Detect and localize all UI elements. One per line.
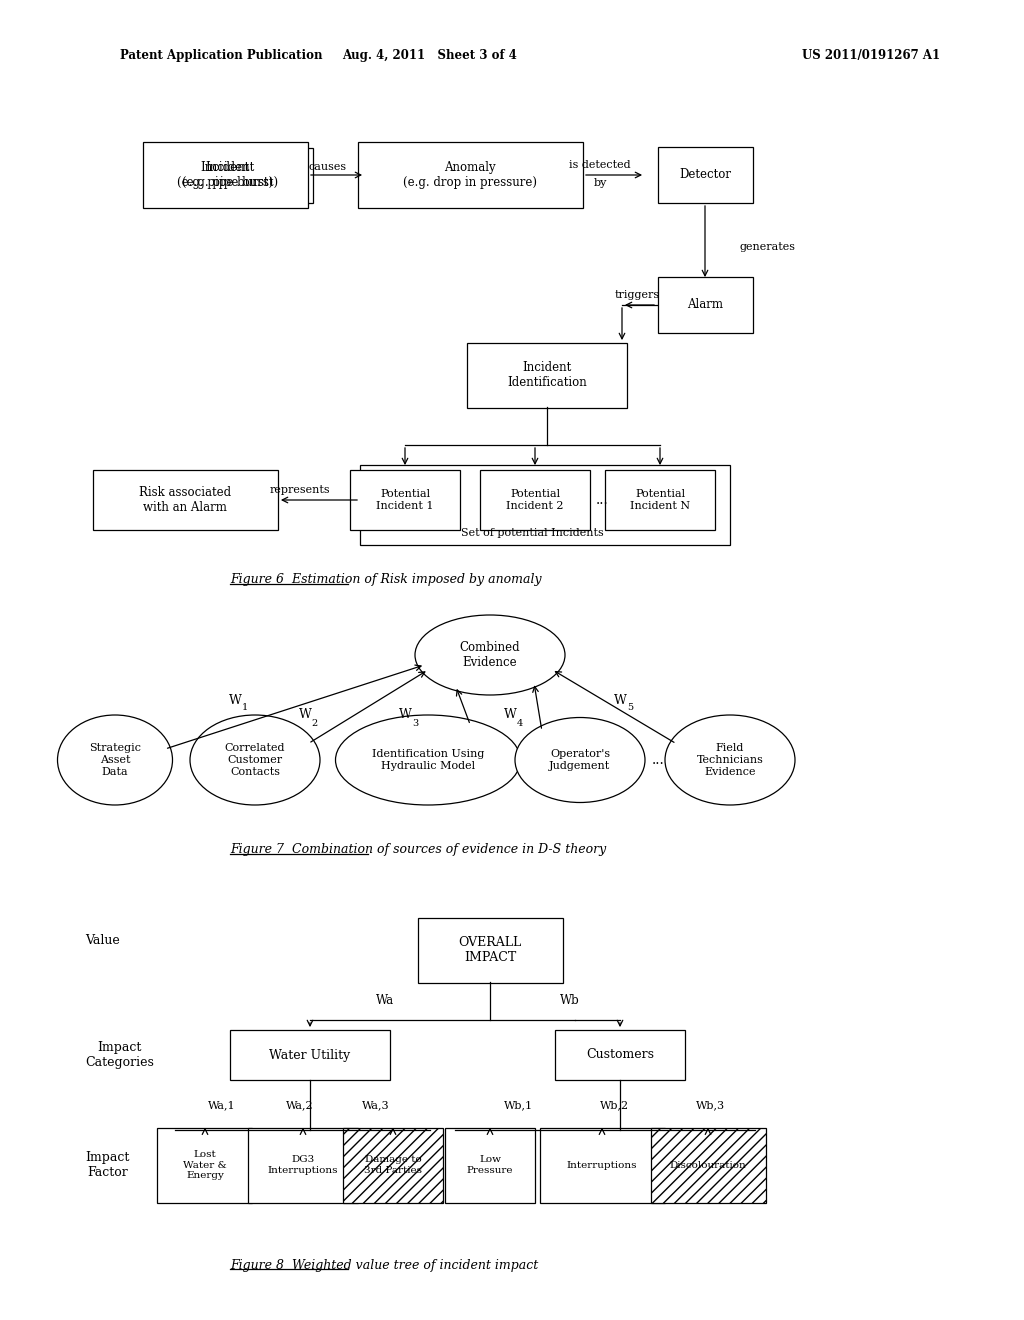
Bar bbox=[555, 1030, 685, 1080]
Text: Wa,1: Wa,1 bbox=[208, 1100, 236, 1110]
Bar bbox=[467, 342, 627, 408]
Text: Set of potential Incidents: Set of potential Incidents bbox=[461, 528, 604, 539]
Text: W: W bbox=[613, 693, 627, 706]
Text: Operator's
Judgement: Operator's Judgement bbox=[549, 750, 610, 771]
Text: 3: 3 bbox=[412, 718, 418, 727]
Bar bbox=[650, 1127, 766, 1203]
Text: Customers: Customers bbox=[586, 1048, 654, 1061]
Ellipse shape bbox=[415, 615, 565, 696]
Bar bbox=[357, 143, 583, 207]
Text: 4: 4 bbox=[517, 718, 523, 727]
Ellipse shape bbox=[57, 715, 172, 805]
Bar bbox=[343, 1127, 443, 1203]
Bar bbox=[230, 1030, 390, 1080]
Text: represents: represents bbox=[269, 484, 331, 495]
Text: triggers: triggers bbox=[614, 290, 660, 300]
Text: Impact
Factor: Impact Factor bbox=[85, 1151, 129, 1179]
Text: Discolouration: Discolouration bbox=[670, 1160, 746, 1170]
Bar bbox=[657, 277, 753, 333]
Text: Wb: Wb bbox=[560, 994, 580, 1006]
Text: Risk associated
with an Alarm: Risk associated with an Alarm bbox=[139, 486, 231, 513]
Text: Identification Using
Hydraulic Model: Identification Using Hydraulic Model bbox=[372, 750, 484, 771]
Bar bbox=[418, 917, 562, 982]
Text: generates: generates bbox=[740, 242, 796, 252]
Text: ...: ... bbox=[596, 492, 608, 507]
Text: Strategic
Asset
Data: Strategic Asset Data bbox=[89, 743, 141, 776]
Text: Low
Pressure: Low Pressure bbox=[467, 1155, 513, 1175]
Ellipse shape bbox=[665, 715, 795, 805]
Text: Damage to
3rd Parties: Damage to 3rd Parties bbox=[364, 1155, 422, 1175]
Text: is detected: is detected bbox=[569, 160, 631, 170]
Text: Wb,1: Wb,1 bbox=[504, 1100, 532, 1110]
Text: Potential
Incident N: Potential Incident N bbox=[630, 490, 690, 511]
Text: Figure 7  Combination of sources of evidence in D-S theory: Figure 7 Combination of sources of evide… bbox=[230, 843, 606, 857]
Bar bbox=[142, 143, 307, 207]
Text: Wb,3: Wb,3 bbox=[695, 1100, 725, 1110]
Text: Wa,2: Wa,2 bbox=[286, 1100, 313, 1110]
Bar bbox=[480, 470, 590, 531]
Text: Incident
(e.g. pipe burst): Incident (e.g. pipe burst) bbox=[182, 161, 279, 189]
Text: Aug. 4, 2011   Sheet 3 of 4: Aug. 4, 2011 Sheet 3 of 4 bbox=[343, 49, 517, 62]
Ellipse shape bbox=[190, 715, 319, 805]
Text: W: W bbox=[398, 709, 412, 722]
Text: Field
Technicians
Evidence: Field Technicians Evidence bbox=[696, 743, 764, 776]
Text: Impact
Categories: Impact Categories bbox=[85, 1041, 154, 1069]
Text: Wa,3: Wa,3 bbox=[362, 1100, 390, 1110]
Text: Figure 6  Estimation of Risk imposed by anomaly: Figure 6 Estimation of Risk imposed by a… bbox=[230, 573, 542, 586]
Bar bbox=[147, 148, 312, 202]
Text: W: W bbox=[299, 709, 311, 722]
Bar bbox=[657, 148, 753, 202]
Text: Wb,2: Wb,2 bbox=[600, 1100, 630, 1110]
Text: Detector: Detector bbox=[679, 169, 731, 181]
Text: Water Utility: Water Utility bbox=[269, 1048, 350, 1061]
Bar bbox=[605, 470, 715, 531]
Text: Anomaly
(e.g. drop in pressure): Anomaly (e.g. drop in pressure) bbox=[403, 161, 537, 189]
Text: Value: Value bbox=[85, 933, 120, 946]
Text: ...: ... bbox=[651, 752, 665, 767]
Text: W: W bbox=[228, 693, 242, 706]
Text: Correlated
Customer
Contacts: Correlated Customer Contacts bbox=[224, 743, 286, 776]
Bar bbox=[248, 1127, 358, 1203]
Bar bbox=[445, 1127, 535, 1203]
Text: Potential
Incident 1: Potential Incident 1 bbox=[376, 490, 434, 511]
Text: by: by bbox=[593, 178, 606, 187]
Text: W: W bbox=[504, 709, 516, 722]
Text: Incident
(e.g. pipe burst): Incident (e.g. pipe burst) bbox=[177, 161, 273, 189]
Bar bbox=[540, 1127, 665, 1203]
Bar bbox=[350, 470, 460, 531]
Text: Figure 8  Weighted value tree of incident impact: Figure 8 Weighted value tree of incident… bbox=[230, 1258, 539, 1271]
Ellipse shape bbox=[336, 715, 520, 805]
Bar bbox=[92, 470, 278, 531]
Text: Incident
Identification: Incident Identification bbox=[507, 360, 587, 389]
Text: DG3
Interruptions: DG3 Interruptions bbox=[267, 1155, 338, 1175]
Text: 2: 2 bbox=[312, 718, 318, 727]
Text: 1: 1 bbox=[242, 704, 248, 713]
Text: causes: causes bbox=[309, 162, 347, 172]
Text: Combined
Evidence: Combined Evidence bbox=[460, 642, 520, 669]
Bar bbox=[158, 1127, 253, 1203]
Text: Lost
Water &
Energy: Lost Water & Energy bbox=[183, 1150, 227, 1180]
Text: 5: 5 bbox=[627, 704, 633, 713]
Ellipse shape bbox=[515, 718, 645, 803]
Text: Wa: Wa bbox=[376, 994, 394, 1006]
Text: Patent Application Publication: Patent Application Publication bbox=[120, 49, 323, 62]
Text: US 2011/0191267 A1: US 2011/0191267 A1 bbox=[802, 49, 940, 62]
Text: Alarm: Alarm bbox=[687, 298, 723, 312]
Text: Interruptions: Interruptions bbox=[566, 1160, 637, 1170]
Bar bbox=[360, 465, 730, 545]
Text: Potential
Incident 2: Potential Incident 2 bbox=[506, 490, 564, 511]
Text: OVERALL
IMPACT: OVERALL IMPACT bbox=[459, 936, 521, 964]
